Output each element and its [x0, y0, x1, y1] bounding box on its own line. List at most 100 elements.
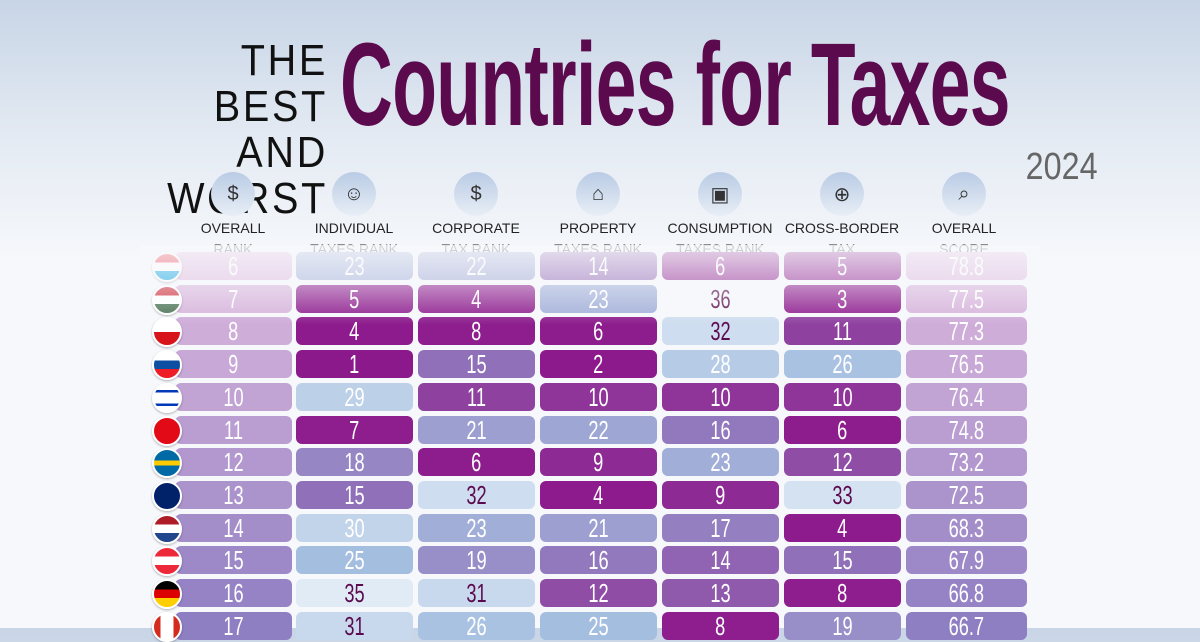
cell-value: 10 [710, 381, 731, 412]
cell-value: 15 [223, 545, 244, 576]
flag-australia-icon [152, 480, 182, 511]
overall-score-cell: 73.2 [906, 447, 1027, 478]
cell-value: 78.8 [948, 251, 985, 281]
cell-value: 6 [715, 251, 726, 281]
cell-value: 30 [344, 512, 365, 543]
rank-cell: 22 [540, 415, 657, 444]
rank-cell: 11 [784, 317, 901, 346]
overall-rank-cell: 17 [175, 611, 292, 640]
rank-cell: 18 [296, 448, 413, 477]
cell-value: 4 [349, 316, 360, 347]
rank-cell: 30 [296, 512, 413, 543]
rank-cell: 15 [296, 480, 413, 509]
cell-value: 5 [837, 251, 848, 281]
cell-value: 77.5 [948, 283, 985, 314]
cell-value: 9 [228, 349, 239, 380]
cell-value: 13 [710, 578, 731, 608]
shopping-bag-icon: ▣ [698, 172, 742, 216]
column-header: $ OVERALL RANK [168, 172, 298, 260]
cell-value: 29 [344, 381, 365, 412]
flag-germany-icon [152, 579, 182, 609]
overall-score-cell: 76.5 [906, 350, 1027, 379]
rank-cell: 32 [418, 480, 535, 509]
overall-score-cell: 66.7 [906, 611, 1027, 640]
rank-cell: 25 [296, 545, 413, 576]
rank-cell: 6 [784, 414, 901, 445]
rank-cell: 36 [662, 285, 779, 313]
rank-cell: 7 [296, 414, 413, 445]
overall-score-cell: 67.9 [906, 545, 1027, 576]
cell-value: 16 [588, 545, 609, 576]
corporate-money-icon: $ [454, 172, 498, 216]
cell-value: 8 [837, 578, 848, 608]
overall-rank-cell: 7 [175, 284, 292, 313]
overall-rank-cell: 12 [175, 448, 292, 477]
cell-value: 33 [832, 479, 853, 510]
flag-luxembourg-icon [152, 252, 182, 282]
flag-netherlands-icon [152, 513, 182, 544]
flag-sweden-icon [152, 448, 182, 479]
cell-value: 9 [715, 479, 726, 510]
cell-value: 19 [832, 610, 853, 641]
house-dollar-icon: ⌂ [576, 172, 620, 216]
rank-cell: 9 [540, 448, 657, 477]
page-title: Countries for Taxes [340, 19, 1010, 151]
column-header: ⌕ OVERALL SCORE [899, 172, 1029, 260]
cell-value: 2 [593, 349, 604, 380]
magnifier-dollar-icon: ⌕ [942, 172, 986, 216]
rank-cell: 17 [662, 512, 779, 543]
cell-value: 14 [223, 512, 244, 543]
rank-cell: 11 [418, 382, 535, 411]
cell-value: 73.2 [948, 447, 985, 478]
column-header: ⌂ PROPERTY TAXES RANK [533, 172, 663, 260]
flag-israel-icon [152, 382, 182, 413]
rank-cell: 25 [540, 611, 657, 640]
overall-rank-cell: 11 [175, 415, 292, 444]
rank-cell: 6 [662, 252, 779, 280]
cell-value: 77.3 [948, 316, 985, 347]
rank-cell: 10 [784, 382, 901, 411]
rank-cell: 26 [418, 611, 535, 640]
cell-value: 31 [344, 610, 365, 641]
cell-value: 6 [471, 447, 482, 478]
flag-austria-icon [152, 546, 182, 577]
column-header: $ CORPORATE TAX RANK [411, 172, 541, 260]
rank-cell: 33 [784, 479, 901, 510]
cell-value: 25 [344, 545, 365, 576]
rank-cell: 31 [418, 579, 535, 607]
rank-cell: 15 [784, 546, 901, 575]
cell-value: 17 [710, 512, 731, 543]
rank-cell: 26 [784, 350, 901, 379]
cell-value: 13 [223, 479, 244, 510]
rank-cell: 8 [662, 611, 779, 640]
rank-cell: 23 [662, 447, 779, 478]
cell-value: 36 [710, 283, 731, 314]
rank-cell: 8 [418, 317, 535, 346]
rank-cell: 10 [662, 381, 779, 412]
cell-value: 6 [837, 414, 848, 445]
overall-score-cell: 77.3 [906, 316, 1027, 347]
rank-cell: 12 [540, 579, 657, 607]
rank-cell: 10 [540, 382, 657, 411]
rank-cell: 4 [418, 284, 535, 313]
column-header: ☺ INDIVIDUAL TAXES RANK [289, 172, 419, 260]
cell-value: 23 [710, 447, 731, 478]
person-icon: ☺ [332, 172, 376, 216]
cell-value: 5 [349, 283, 360, 314]
overall-score-cell: 77.5 [906, 283, 1027, 314]
rank-cell: 1 [296, 349, 413, 380]
overall-rank-cell: 8 [175, 317, 292, 346]
overall-rank-cell: 14 [175, 512, 292, 543]
subtitle-line-1: THE BEST [213, 36, 328, 131]
cell-value: 1 [349, 349, 360, 380]
overall-rank-cell: 15 [175, 545, 292, 576]
cell-value: 68.3 [948, 512, 985, 543]
overall-score-cell: 78.8 [906, 252, 1027, 280]
cell-value: 67.9 [948, 545, 985, 576]
rank-cell: 35 [296, 579, 413, 607]
overall-score-cell: 68.3 [906, 512, 1027, 543]
overall-score-cell: 76.4 [906, 382, 1027, 411]
cell-value: 7 [349, 414, 360, 445]
overall-score-cell: 66.8 [906, 579, 1027, 607]
rank-cell: 28 [662, 350, 779, 379]
